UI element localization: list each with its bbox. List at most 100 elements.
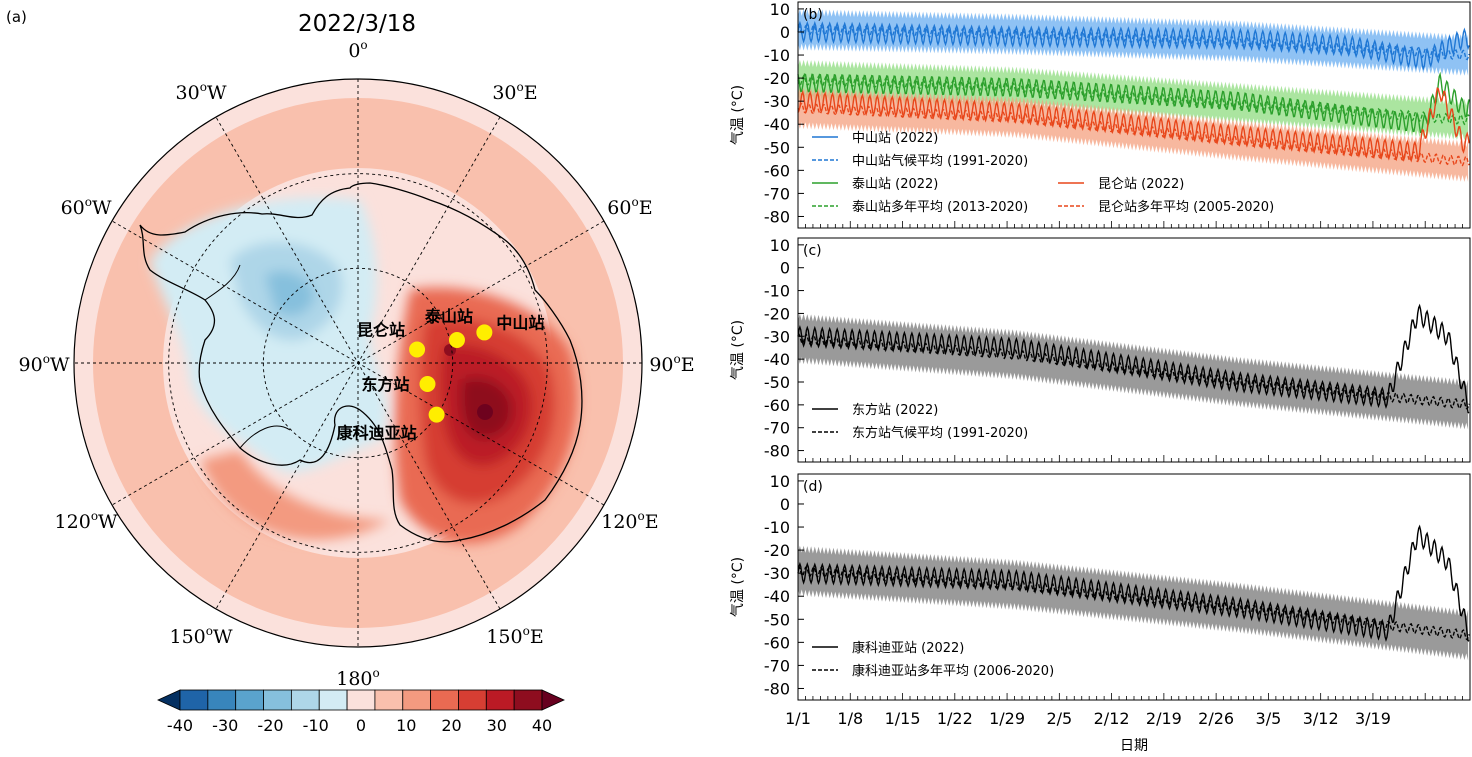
legend-entry: 昆仑站多年平均 (2005-2020) — [1098, 199, 1274, 215]
x-tick-label: 1/29 — [989, 709, 1025, 728]
x-tick-label: 2/19 — [1146, 709, 1182, 728]
colorbar-swatch — [402, 689, 432, 711]
lon-label: 120oW — [55, 509, 119, 533]
map-boundary — [73, 78, 643, 648]
y-tick-label: -60 — [764, 161, 790, 180]
y-tick-label: -60 — [764, 633, 790, 652]
legend-entry: 东方站气候平均 (1991-2020) — [852, 425, 1028, 441]
legend-entry: 康科迪亚站多年平均 (2006-2020) — [852, 663, 1054, 679]
colorbar-tick-label: -10 — [303, 716, 329, 735]
series-line — [797, 102, 1470, 167]
map-panel: (a) 2022/3/18 0o 30oE 60oE 90oE 120oE 150oE 18… — [6, 8, 695, 735]
y-tick-label: -70 — [764, 184, 790, 203]
x-tick-label: 3/5 — [1256, 709, 1282, 728]
colorbar-swatch — [513, 689, 543, 711]
x-tick-label: 3/12 — [1303, 709, 1339, 728]
legend-entry: 中山站气候平均 (1991-2020) — [852, 153, 1028, 169]
y-tick-label: 0 — [780, 259, 790, 278]
y-axis-label: 气温 (°C) — [730, 320, 746, 380]
colorbar-tick-label: 30 — [487, 716, 507, 735]
x-tick-label: 2/5 — [1046, 709, 1072, 728]
lon-label: 180o — [336, 666, 380, 690]
series-line — [797, 333, 1470, 411]
map-title: 2022/3/18 — [298, 11, 416, 37]
colorbar-swatch — [458, 689, 487, 711]
chart-panel: 10 0 -10 -20 -30 -40 -50 -60 -70 -80 气温 (°C) (d) 康科迪… — [730, 472, 1471, 754]
y-tick-label: -10 — [764, 282, 790, 301]
y-tick-label: -30 — [764, 327, 790, 346]
y-tick-label: -50 — [764, 138, 790, 157]
ice-shelf-outline — [204, 264, 291, 449]
colorbar-max-triangle — [541, 689, 565, 711]
y-tick-label: -10 — [764, 46, 790, 65]
y-tick-label: 10 — [770, 0, 790, 19]
lon-label: 30oW — [176, 80, 227, 104]
station-label: 东方站 — [361, 375, 409, 394]
x-tick-label: 1/8 — [837, 709, 863, 728]
colorbar-swatch — [430, 689, 459, 711]
station-label: 中山站 — [496, 313, 544, 332]
x-tick-label: 2/26 — [1198, 709, 1234, 728]
y-tick-label: -70 — [764, 656, 790, 675]
panel-label: (b) — [803, 7, 823, 23]
station-label: 昆仑站 — [357, 320, 405, 339]
series-line — [797, 71, 1470, 134]
station-marker — [428, 406, 445, 423]
time-series-panels: 10 0 -10 -20 -30 -40 -50 -60 -70 -80 气温 (°C) (b) 中山站… — [730, 0, 1471, 754]
lon-label: 120oE — [601, 509, 658, 533]
colorbar-swatch — [179, 689, 209, 711]
lon-label: 60oE — [607, 195, 652, 219]
station-marker — [448, 331, 465, 348]
colorbar-tick-label: -40 — [167, 716, 193, 735]
series-line — [797, 20, 1470, 71]
y-tick-label: -80 — [764, 679, 790, 698]
colorbar-swatch — [346, 689, 376, 711]
legend-entry: 康科迪亚站 (2022) — [852, 640, 964, 656]
y-tick-label: -10 — [764, 518, 790, 537]
station-label: 康科迪亚站 — [337, 424, 417, 443]
y-tick-label: -80 — [764, 207, 790, 226]
y-tick-label: -20 — [764, 541, 790, 560]
warm-anomaly-peak-kunlun — [444, 344, 456, 356]
y-tick-label: 10 — [770, 472, 790, 491]
legend-entry: 东方站 (2022) — [852, 402, 938, 418]
colorbar-min-triangle — [157, 689, 181, 711]
y-tick-label: -20 — [764, 304, 790, 323]
y-tick-label: -80 — [764, 442, 790, 461]
antarctic-coastline — [139, 182, 583, 543]
station-marker — [476, 324, 493, 341]
lon-label: 60oW — [61, 195, 112, 219]
y-tick-label: -30 — [764, 92, 790, 111]
y-tick-label: 0 — [780, 23, 790, 42]
x-axis-label: 日期 — [1120, 738, 1148, 753]
y-tick-label: -50 — [764, 610, 790, 629]
warm-anomaly-peak — [477, 404, 493, 420]
legend-entry: 泰山站多年平均 (2013-2020) — [852, 199, 1028, 215]
colorbar-tick-label: -30 — [212, 716, 238, 735]
colorbar-swatch — [290, 689, 320, 711]
legend-entry: 中山站 (2022) — [852, 131, 938, 146]
chart-panel: 10 0 -10 -20 -30 -40 -50 -60 -70 -80 气温 (°C) (c) 东方站… — [730, 236, 1471, 463]
graticule — [74, 79, 642, 647]
colorbar-swatch — [235, 689, 264, 711]
y-tick-label: 10 — [770, 236, 790, 255]
y-axis-label: 气温 (°C) — [730, 557, 746, 617]
y-tick-label: -40 — [764, 587, 790, 606]
colorbar-tick-label: 10 — [396, 716, 416, 735]
y-tick-label: -60 — [764, 396, 790, 415]
colorbar-tick-label: -20 — [257, 716, 283, 735]
station-marker — [409, 341, 426, 358]
map-panel-label: (a) — [6, 8, 27, 26]
y-tick-label: -20 — [764, 69, 790, 88]
station-label: 泰山站 — [424, 307, 473, 326]
lon-label: 30oE — [492, 80, 537, 104]
y-tick-label: 0 — [780, 495, 790, 514]
series-line — [797, 24, 1470, 61]
x-tick-label: 1/1 — [785, 709, 811, 728]
legend-entry: 泰山站 (2022) — [852, 177, 938, 192]
lon-label: 0o — [348, 38, 367, 62]
series-line — [797, 74, 1470, 126]
colorbar-swatch — [485, 689, 515, 711]
ring-warm-south — [200, 450, 390, 540]
